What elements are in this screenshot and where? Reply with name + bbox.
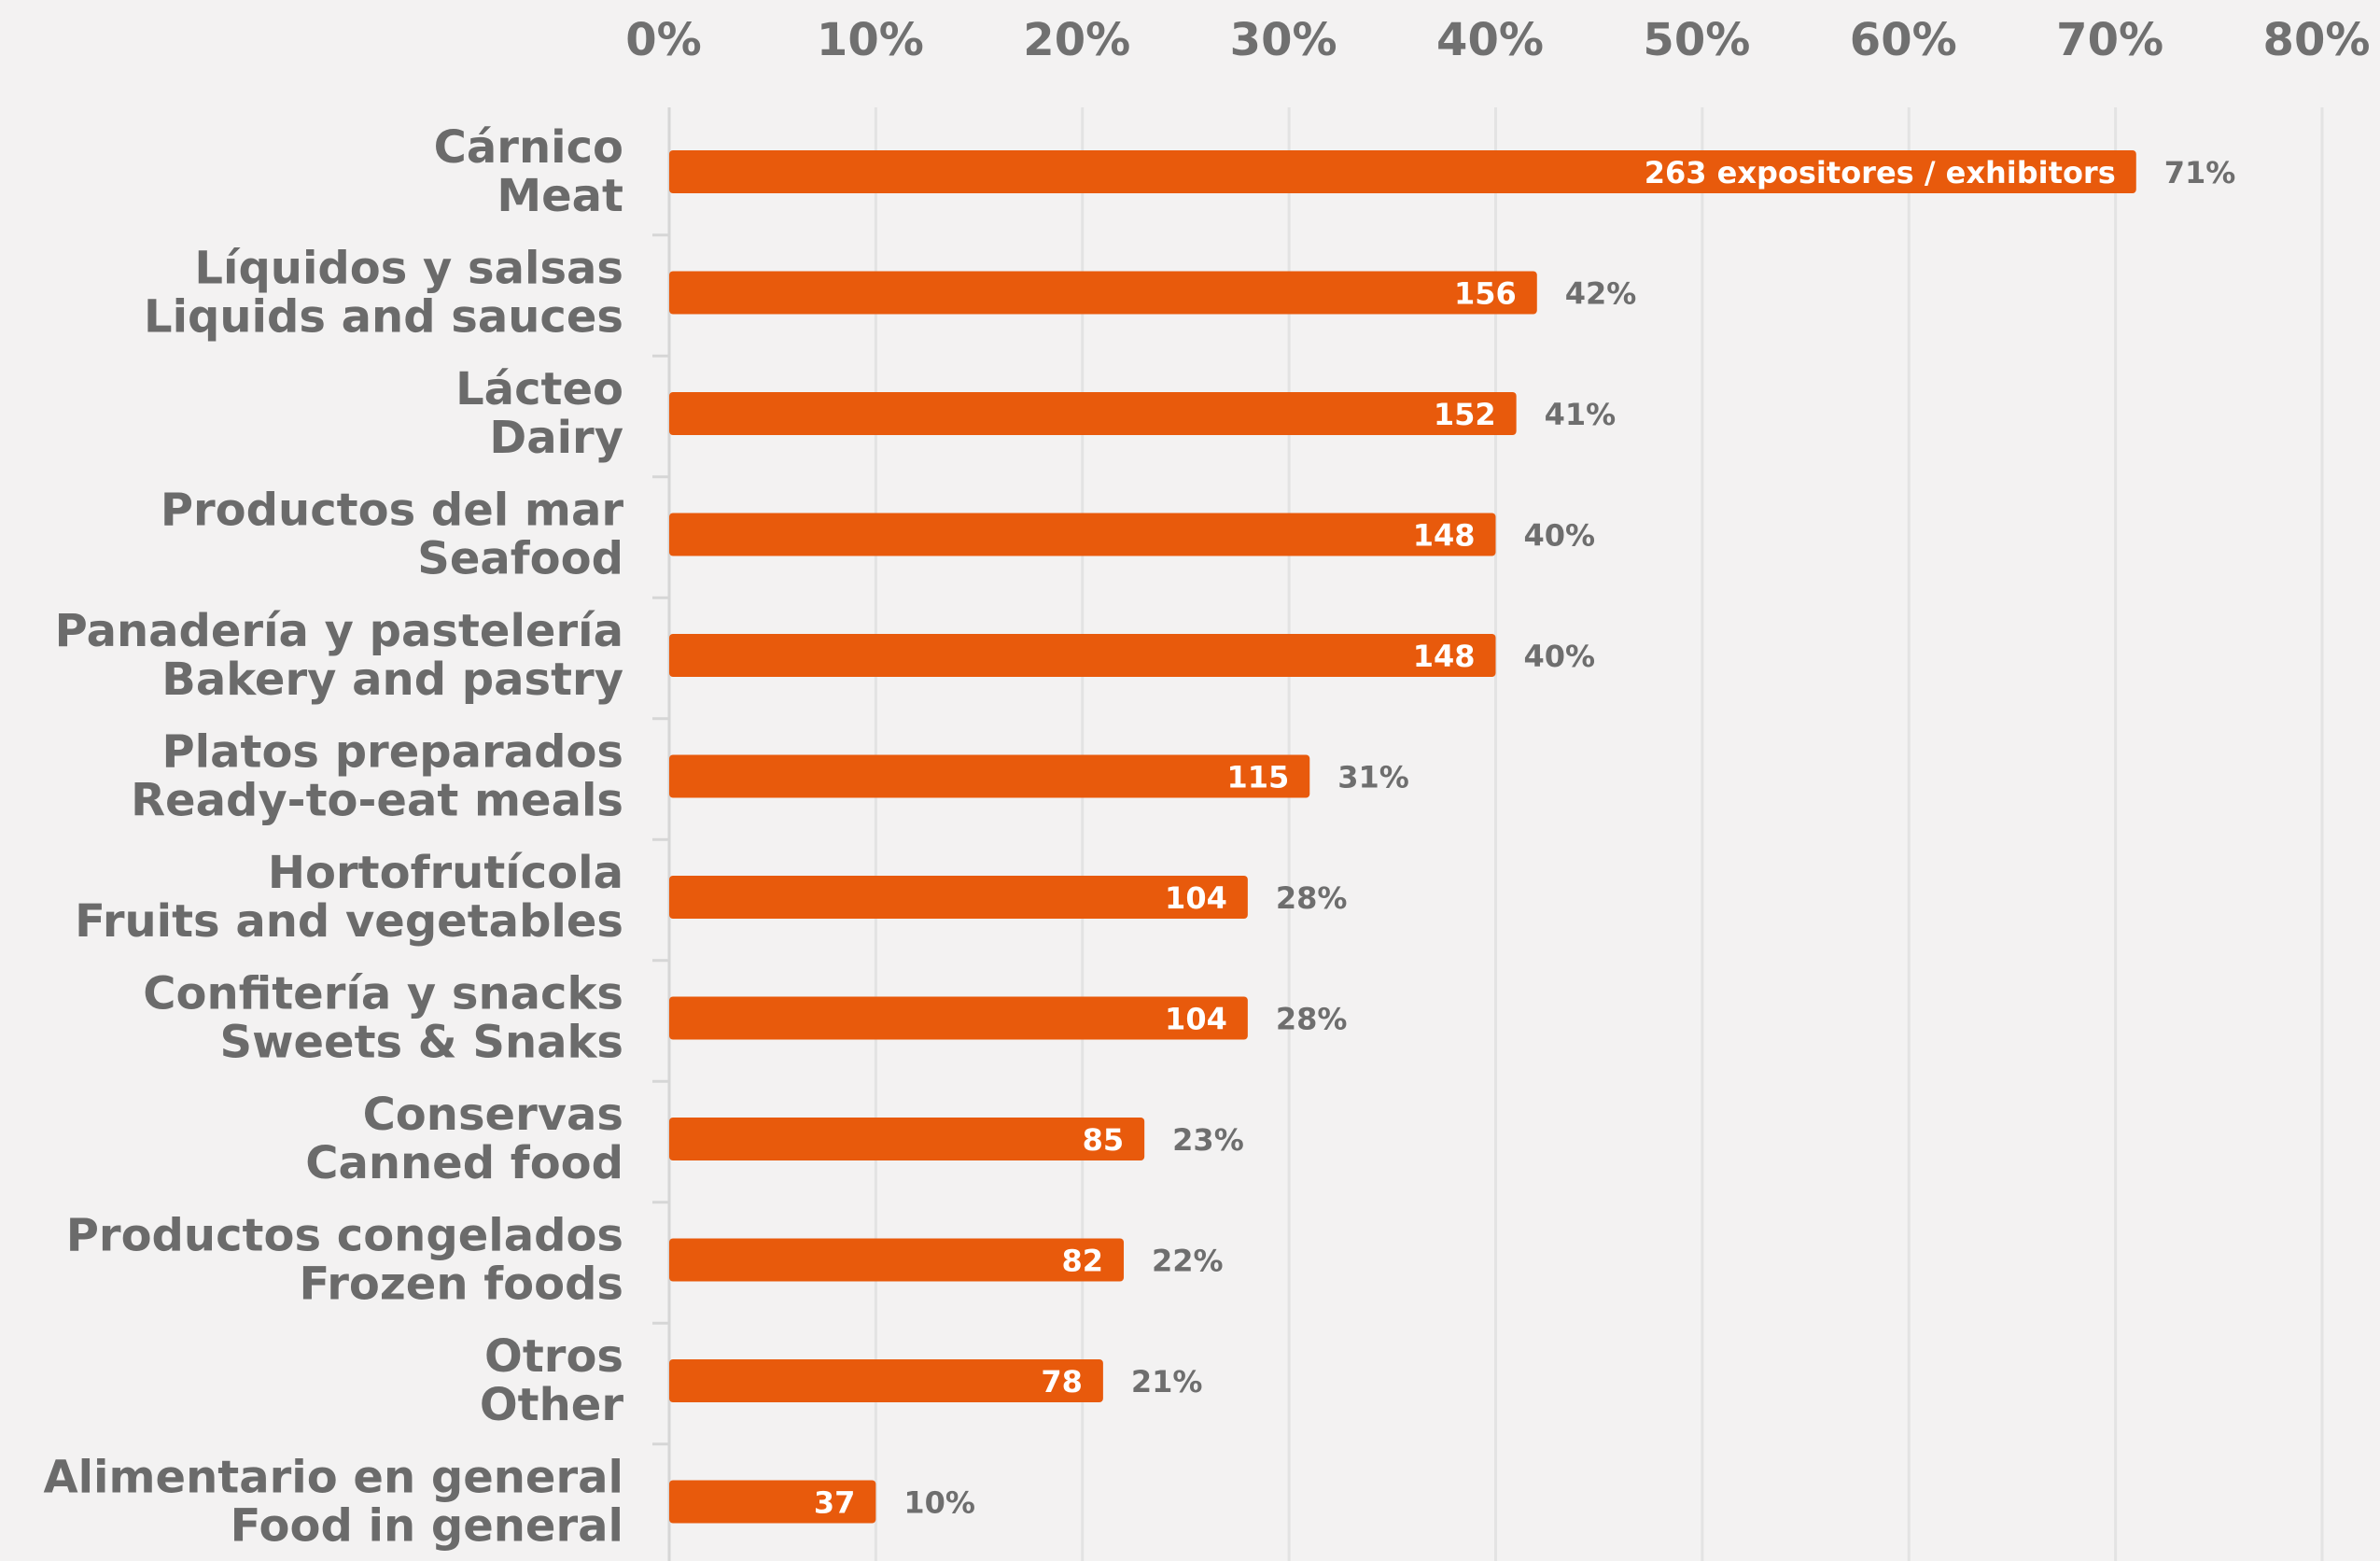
category-label-en: Sweets & Snaks [220,1017,623,1069]
bar-count-label: 85 [1083,1122,1125,1158]
bar-count-label: 104 [1165,1002,1227,1037]
bar-count-label: 82 [1061,1244,1103,1279]
category-label-es: Conservas [363,1089,623,1141]
category-label-en: Food in general [231,1500,623,1553]
x-tick-label: 70% [2056,14,2163,66]
category-label-en: Frozen foods [299,1259,623,1311]
bar [669,1118,1145,1160]
bar [669,876,1248,919]
x-tick-label: 30% [1230,14,1337,66]
category-label-es: Lácteo [455,363,623,415]
category-label-en: Dairy [489,412,623,464]
category-label-en: Canned food [305,1137,623,1189]
bar [669,392,1517,435]
x-tick-label: 10% [817,14,924,66]
bar-percent-label: 31% [1337,760,1409,795]
bar-percent-label: 23% [1172,1122,1244,1158]
bar [669,513,1496,556]
bar-count-label: 37 [814,1485,856,1521]
bar [669,1238,1125,1282]
category-label-es: Cárnico [434,121,623,174]
bar-count-label: 148 [1413,639,1476,674]
bar [669,271,1537,315]
bar-percent-label: 21% [1131,1364,1203,1399]
x-tick-label: 60% [1850,14,1957,66]
x-tick-label: 40% [1436,14,1544,66]
bar-percent-label: 28% [1276,880,1348,916]
category-label-es: Productos congelados [66,1210,623,1262]
bar-percent-label: 10% [903,1485,975,1521]
bar [669,1359,1103,1402]
bar [669,1480,876,1524]
bar-count-label: 78 [1041,1364,1083,1399]
bar-percent-label: 40% [1524,518,1596,554]
bar-percent-label: 22% [1152,1244,1224,1279]
bar-percent-label: 71% [2164,155,2236,190]
category-label-en: Other [480,1379,623,1431]
bar-percent-label: 28% [1276,1002,1348,1037]
bar [669,150,2136,193]
category-label-es: Panadería y pastelería [55,605,623,657]
category-label-es: Productos del mar [161,485,624,537]
x-tick-label: 20% [1023,14,1130,66]
bar-percent-label: 41% [1545,397,1617,432]
category-label-es: Confitería y snacks [143,968,623,1020]
x-tick-label: 0% [625,14,702,66]
bar [669,634,1496,677]
bar-count-label: 104 [1165,880,1227,916]
category-label-es: Líquidos y salsas [194,243,623,295]
category-label-en: Liquids and sauces [144,291,623,344]
bar-percent-label: 42% [1565,276,1637,312]
bar-count-label: 152 [1434,397,1496,432]
category-label-es: Hortofrutícola [268,847,623,899]
category-label-en: Bakery and pastry [161,654,623,706]
category-label-en: Meat [497,170,623,222]
x-tick-label: 80% [2263,14,2371,66]
bar [669,754,1310,798]
category-label-es: Otros [484,1330,623,1383]
bar-count-label: 148 [1413,518,1476,554]
bar-count-label: 263 expositores / exhibitors [1645,155,2116,190]
category-label-en: Fruits and vegetables [75,895,623,948]
bar [669,996,1248,1040]
category-label-en: Seafood [417,533,623,585]
category-label-es: Alimentario en general [43,1452,623,1504]
bar-percent-label: 40% [1524,639,1596,674]
category-label-es: Platos preparados [161,726,623,779]
bar-count-label: 156 [1454,276,1517,312]
category-label-en: Ready-to-eat meals [131,775,623,827]
bar-count-label: 115 [1226,760,1289,795]
x-tick-label: 50% [1643,14,1750,66]
